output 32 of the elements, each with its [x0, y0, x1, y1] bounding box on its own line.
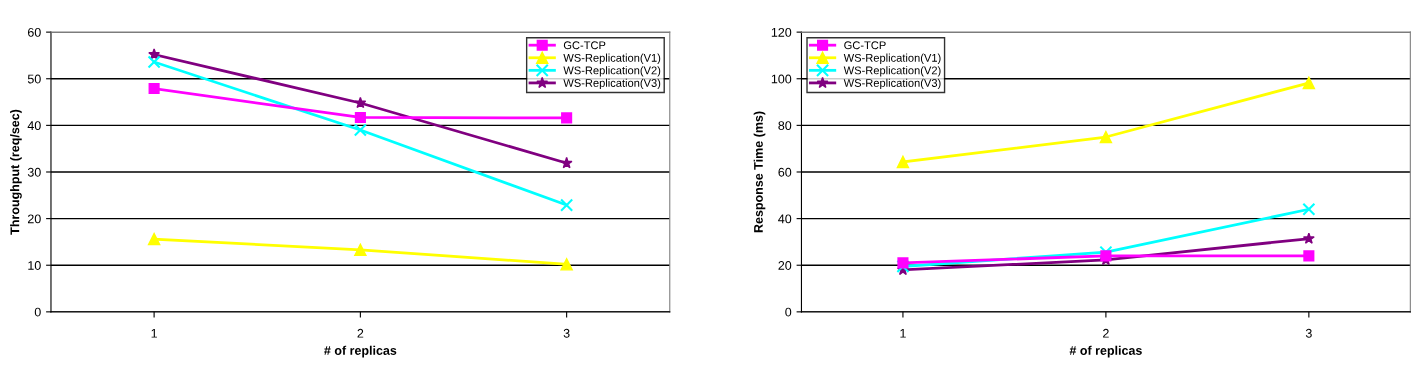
x-tick-label: 2 [357, 328, 364, 338]
legend-label: GC-TCP [844, 41, 886, 50]
y-tick-label: 10 [28, 261, 41, 270]
y-tick-label: 20 [778, 261, 792, 270]
legend-label: WS-Replication(V3) [563, 78, 661, 90]
y-tick-label: 50 [27, 74, 41, 84]
y-tick-label: 0 [785, 307, 792, 317]
y-tick-label: 30 [27, 167, 41, 177]
y-tick-label: 0 [34, 307, 41, 317]
y-axis-title: Throughput (req/sec) [10, 109, 22, 235]
y-tick-label: 20 [27, 214, 41, 224]
y-axis-title: Response Time (ms) [753, 111, 766, 233]
y-tick-label: 40 [778, 214, 792, 224]
y-tick-label: 120 [771, 27, 792, 37]
x-tick-label: 3 [1305, 328, 1312, 338]
x-tick-label: 3 [563, 328, 570, 338]
legend-label: WS-Replication(V1) [563, 53, 661, 64]
x-tick-label: 1 [151, 328, 157, 338]
y-tick-label: 80 [778, 121, 792, 131]
x-tick-label: 2 [1103, 328, 1109, 338]
legend-label: WS-Replication(V2) [563, 66, 661, 77]
legend-label: GC-TCP [563, 41, 606, 50]
y-tick-label: 60 [27, 27, 41, 37]
x-axis-title: # of replicas [324, 345, 397, 358]
x-axis-title: # of replicas [1069, 345, 1142, 358]
legend-label: WS-Replication(V1) [843, 53, 941, 64]
x-tick-label: 1 [900, 328, 906, 338]
y-tick-label: 60 [778, 167, 792, 177]
legend-label: WS-Replication(V3) [843, 78, 941, 90]
y-tick-label: 40 [27, 121, 41, 131]
legend-label: WS-Replication(V2) [843, 66, 941, 77]
y-tick-label: 100 [771, 74, 792, 84]
